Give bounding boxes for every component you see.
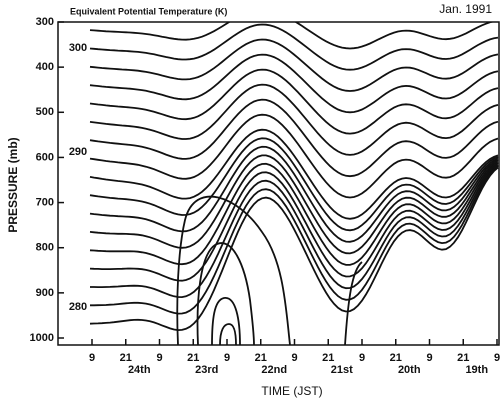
contour-line bbox=[89, 128, 499, 220]
contour-line bbox=[90, 163, 499, 299]
y-tick-label: 600 bbox=[36, 151, 54, 163]
contour-line bbox=[89, 23, 499, 71]
contour-line bbox=[89, 83, 499, 156]
contour-line bbox=[219, 323, 237, 345]
contour-label: 290 bbox=[69, 146, 87, 158]
y-axis-label: PRESSURE (mb) bbox=[6, 137, 20, 232]
x-tick-label: 21 bbox=[255, 352, 267, 364]
contour-field bbox=[89, 22, 499, 345]
contour-line bbox=[89, 22, 496, 50]
contour-line bbox=[89, 68, 499, 135]
contour-label: 300 bbox=[69, 42, 87, 54]
contour-line bbox=[89, 98, 499, 178]
x-tick-label: 9 bbox=[494, 352, 500, 364]
y-tick-label: 900 bbox=[36, 287, 54, 299]
day-label: 19th bbox=[465, 364, 488, 376]
x-tick-label: 21 bbox=[322, 352, 334, 364]
chart-title: Equivalent Potential Temperature (K) bbox=[70, 6, 227, 16]
y-tick-label: 300 bbox=[36, 16, 54, 28]
contour-line bbox=[89, 53, 499, 114]
contour-line bbox=[89, 154, 499, 255]
x-tick-label: 21 bbox=[457, 352, 469, 364]
chart-subtitle: Jan. 1991 bbox=[439, 2, 492, 16]
contour-line bbox=[176, 195, 291, 345]
contour-line bbox=[89, 113, 499, 199]
y-tick-label: 800 bbox=[36, 242, 54, 254]
plot-frame bbox=[57, 21, 500, 346]
x-tick-label: 9 bbox=[291, 352, 297, 364]
contour-line bbox=[89, 137, 499, 232]
x-tick-label: 21 bbox=[390, 352, 402, 364]
x-tick-label: 21 bbox=[187, 352, 199, 364]
contour-line bbox=[90, 165, 499, 315]
contour-line bbox=[89, 162, 499, 282]
x-tick-label: 9 bbox=[426, 352, 432, 364]
x-tick-label: 9 bbox=[224, 352, 230, 364]
x-tick-label: 9 bbox=[89, 352, 95, 364]
x-axis-label: TIME (JST) bbox=[261, 384, 322, 398]
contour-label: 280 bbox=[69, 301, 87, 313]
x-tick-label: 9 bbox=[359, 352, 365, 364]
x-tick-label: 21 bbox=[120, 352, 132, 364]
contour-line bbox=[344, 261, 363, 345]
contour-line bbox=[89, 166, 499, 332]
contour-line bbox=[89, 145, 499, 243]
day-label: 23rd bbox=[195, 364, 218, 376]
contour-line bbox=[196, 242, 255, 345]
contour-line bbox=[211, 297, 241, 345]
y-tick-label: 1000 bbox=[30, 332, 54, 344]
day-label: 22nd bbox=[261, 364, 287, 376]
day-label: 24th bbox=[128, 364, 151, 376]
y-tick-label: 700 bbox=[36, 196, 54, 208]
y-tick-label: 500 bbox=[36, 106, 54, 118]
contour-line bbox=[89, 38, 499, 92]
day-label: 20th bbox=[398, 364, 421, 376]
day-label: 21st bbox=[331, 364, 353, 376]
contour-line bbox=[89, 160, 499, 266]
y-tick-label: 400 bbox=[36, 61, 54, 73]
x-tick-label: 9 bbox=[156, 352, 162, 364]
